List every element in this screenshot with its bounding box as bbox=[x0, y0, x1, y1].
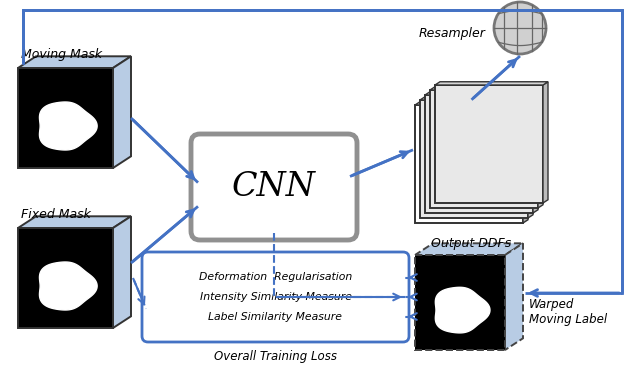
FancyBboxPatch shape bbox=[191, 134, 357, 240]
Text: Warped
Moving Label: Warped Moving Label bbox=[529, 298, 607, 326]
Text: Resampler: Resampler bbox=[419, 26, 486, 39]
Bar bbox=[430, 90, 538, 208]
Polygon shape bbox=[40, 102, 97, 150]
Bar bbox=[425, 95, 533, 213]
Text: CNN: CNN bbox=[232, 171, 316, 203]
Polygon shape bbox=[18, 68, 113, 168]
Text: Output DDFs: Output DDFs bbox=[431, 237, 511, 250]
Polygon shape bbox=[523, 102, 528, 223]
FancyBboxPatch shape bbox=[142, 252, 409, 342]
Polygon shape bbox=[113, 216, 131, 328]
Bar bbox=[435, 85, 543, 203]
Polygon shape bbox=[543, 82, 548, 203]
Polygon shape bbox=[425, 92, 538, 95]
Text: Label Similarity Measure: Label Similarity Measure bbox=[209, 311, 342, 321]
Bar bbox=[420, 100, 528, 218]
Text: Fixed Mask: Fixed Mask bbox=[21, 208, 91, 221]
Polygon shape bbox=[18, 216, 131, 228]
Polygon shape bbox=[420, 97, 533, 100]
Polygon shape bbox=[18, 228, 113, 328]
Polygon shape bbox=[435, 287, 490, 333]
Text: Deformation  Regularisation: Deformation Regularisation bbox=[199, 272, 352, 283]
Polygon shape bbox=[435, 82, 548, 85]
Polygon shape bbox=[113, 56, 131, 168]
Polygon shape bbox=[533, 92, 538, 213]
Text: Moving Mask: Moving Mask bbox=[21, 48, 102, 61]
Polygon shape bbox=[528, 97, 533, 218]
Polygon shape bbox=[18, 56, 131, 68]
Polygon shape bbox=[505, 243, 523, 350]
Polygon shape bbox=[40, 262, 97, 310]
Polygon shape bbox=[430, 87, 543, 90]
Ellipse shape bbox=[494, 2, 546, 54]
Polygon shape bbox=[415, 243, 523, 255]
Text: Overall Training Loss: Overall Training Loss bbox=[214, 350, 337, 363]
Text: Intensity Similarity Measure: Intensity Similarity Measure bbox=[200, 292, 351, 302]
Bar bbox=[415, 105, 523, 223]
Polygon shape bbox=[415, 102, 528, 105]
Polygon shape bbox=[415, 255, 505, 350]
Polygon shape bbox=[538, 87, 543, 208]
